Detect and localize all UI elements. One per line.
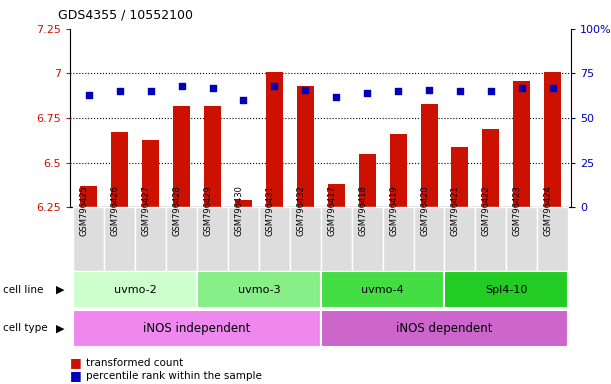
FancyBboxPatch shape [73, 207, 104, 271]
Bar [297, 86, 314, 207]
Text: percentile rank within the sample: percentile rank within the sample [86, 371, 262, 381]
Point [362, 90, 372, 96]
Point [424, 86, 434, 93]
Bar [482, 129, 499, 207]
FancyBboxPatch shape [414, 207, 444, 271]
Point [486, 88, 496, 94]
Text: GSM796418: GSM796418 [358, 185, 367, 236]
FancyBboxPatch shape [135, 207, 166, 271]
Text: Spl4-10: Spl4-10 [485, 285, 527, 295]
Bar [390, 134, 406, 207]
Point [331, 94, 341, 100]
Point [84, 92, 93, 98]
Text: cell type: cell type [3, 323, 48, 333]
Text: ■: ■ [70, 356, 82, 369]
FancyBboxPatch shape [444, 207, 475, 271]
Point [393, 88, 403, 94]
Text: iNOS independent: iNOS independent [144, 322, 251, 335]
Point [115, 88, 125, 94]
FancyBboxPatch shape [321, 207, 352, 271]
Text: GSM796425: GSM796425 [80, 185, 89, 236]
Bar [142, 139, 159, 207]
FancyBboxPatch shape [475, 207, 507, 271]
Point [455, 88, 465, 94]
Bar [420, 104, 437, 207]
Text: ▶: ▶ [56, 323, 65, 333]
Text: cell line: cell line [3, 285, 43, 295]
Bar [327, 184, 345, 207]
FancyBboxPatch shape [507, 207, 537, 271]
Bar [266, 72, 283, 207]
Bar [111, 132, 128, 207]
FancyBboxPatch shape [321, 310, 568, 347]
FancyBboxPatch shape [104, 207, 135, 271]
FancyBboxPatch shape [259, 207, 290, 271]
FancyBboxPatch shape [444, 271, 568, 308]
FancyBboxPatch shape [352, 207, 382, 271]
Point [146, 88, 156, 94]
Point [301, 86, 310, 93]
Bar [513, 81, 530, 207]
Text: GSM796428: GSM796428 [172, 185, 181, 236]
Bar [235, 200, 252, 207]
Bar [173, 106, 190, 207]
Text: ▶: ▶ [56, 285, 65, 295]
FancyBboxPatch shape [537, 207, 568, 271]
Text: GSM796426: GSM796426 [111, 185, 120, 236]
FancyBboxPatch shape [73, 271, 197, 308]
Text: uvmo-3: uvmo-3 [238, 285, 280, 295]
Text: GSM796423: GSM796423 [513, 185, 522, 236]
Bar [204, 106, 221, 207]
Point [548, 84, 558, 91]
Text: GSM796429: GSM796429 [203, 185, 213, 236]
FancyBboxPatch shape [197, 207, 228, 271]
FancyBboxPatch shape [197, 271, 321, 308]
Point [269, 83, 279, 89]
FancyBboxPatch shape [228, 207, 259, 271]
Bar [80, 186, 97, 207]
Text: GSM796421: GSM796421 [451, 185, 460, 236]
Text: transformed count: transformed count [86, 358, 183, 368]
Bar [544, 72, 562, 207]
Point [208, 84, 218, 91]
Text: GSM796422: GSM796422 [482, 185, 491, 236]
Text: uvmo-2: uvmo-2 [114, 285, 156, 295]
Bar [359, 154, 376, 207]
FancyBboxPatch shape [73, 310, 321, 347]
Text: GSM796431: GSM796431 [265, 185, 274, 236]
Text: GSM796432: GSM796432 [296, 185, 306, 236]
FancyBboxPatch shape [166, 207, 197, 271]
Point [517, 84, 527, 91]
Point [238, 97, 248, 103]
Text: iNOS dependent: iNOS dependent [397, 322, 492, 335]
Text: GSM796424: GSM796424 [544, 185, 553, 236]
Text: GSM796420: GSM796420 [420, 185, 429, 236]
Point [177, 83, 186, 89]
Text: GSM796427: GSM796427 [142, 185, 151, 236]
Bar [452, 147, 469, 207]
Text: ■: ■ [70, 369, 82, 382]
Text: GDS4355 / 10552100: GDS4355 / 10552100 [58, 8, 193, 21]
Text: GSM796419: GSM796419 [389, 185, 398, 236]
Text: GSM796417: GSM796417 [327, 185, 336, 236]
FancyBboxPatch shape [382, 207, 414, 271]
FancyBboxPatch shape [321, 271, 444, 308]
Text: uvmo-4: uvmo-4 [361, 285, 404, 295]
FancyBboxPatch shape [290, 207, 321, 271]
Text: GSM796430: GSM796430 [235, 185, 243, 236]
